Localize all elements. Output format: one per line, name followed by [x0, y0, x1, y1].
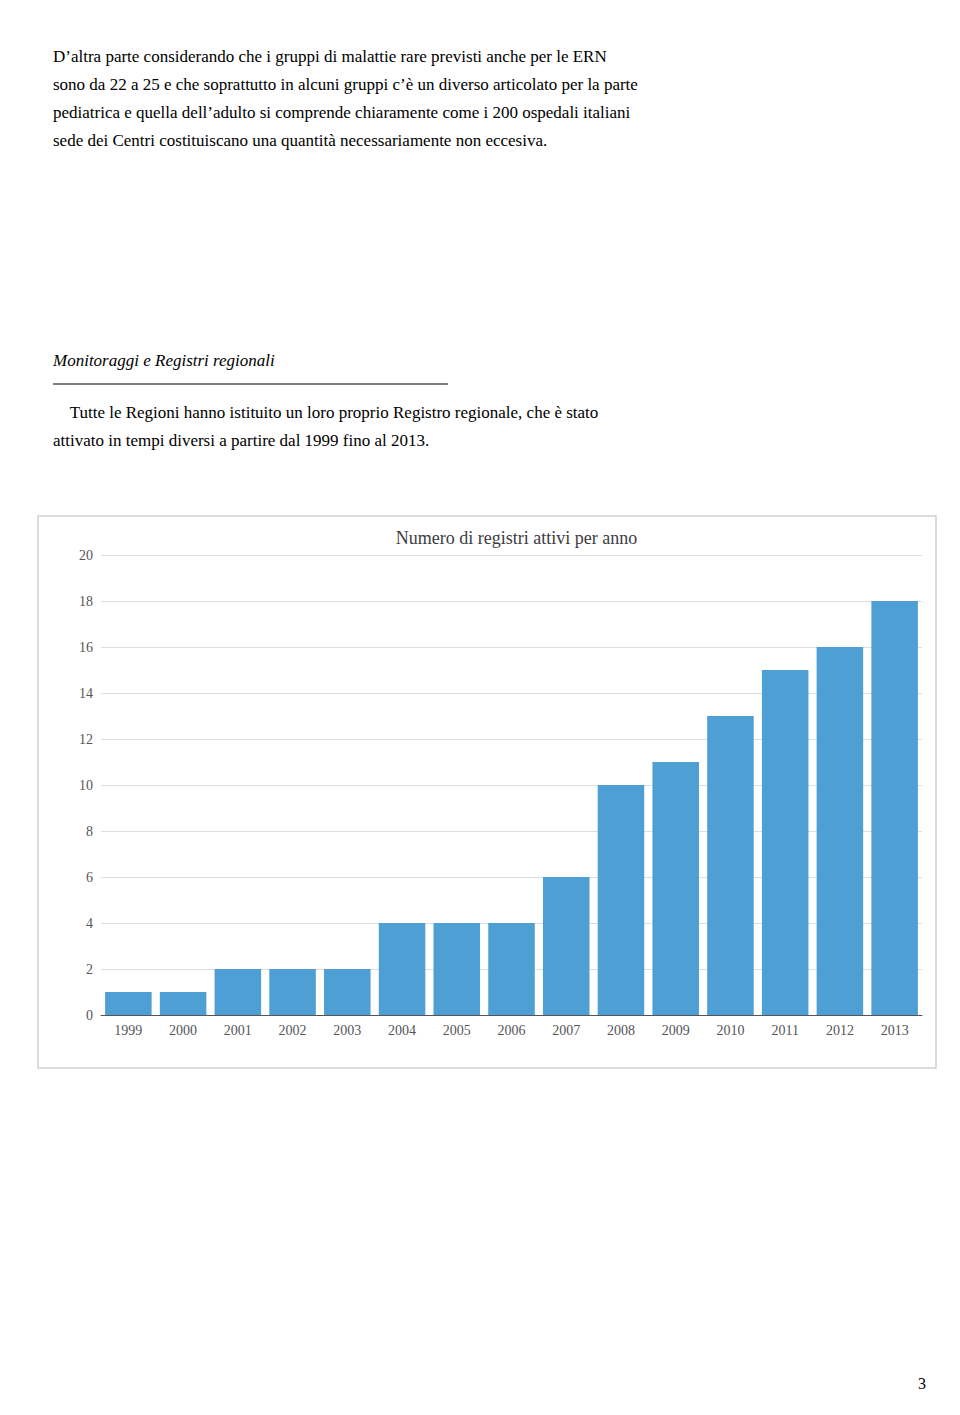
- svg-text:2007: 2007: [552, 1023, 580, 1038]
- svg-text:2013: 2013: [881, 1023, 909, 1038]
- svg-text:2002: 2002: [279, 1023, 307, 1038]
- svg-text:2006: 2006: [498, 1023, 526, 1038]
- svg-text:2: 2: [86, 962, 93, 977]
- svg-text:8: 8: [86, 824, 93, 839]
- svg-text:1999: 1999: [114, 1023, 142, 1038]
- svg-text:2004: 2004: [388, 1023, 416, 1038]
- svg-text:14: 14: [79, 686, 93, 701]
- svg-text:sede dei Centri costituiscano: sede dei Centri costituiscano una quanti…: [53, 131, 547, 150]
- svg-text:2001: 2001: [224, 1023, 252, 1038]
- svg-text:12: 12: [79, 732, 93, 747]
- svg-text:2012: 2012: [826, 1023, 854, 1038]
- svg-text:Numero di registri attivi per: Numero di registri attivi per anno: [396, 528, 637, 548]
- svg-text:2010: 2010: [716, 1023, 744, 1038]
- svg-text:3: 3: [918, 1375, 926, 1392]
- svg-text:Monitoraggi e Registri regiona: Monitoraggi e Registri regionali: [52, 351, 275, 370]
- svg-text:16: 16: [79, 640, 93, 655]
- svg-text:2000: 2000: [169, 1023, 197, 1038]
- svg-text:D’altra parte considerando che: D’altra parte considerando che i gruppi …: [53, 47, 607, 66]
- svg-text:sono da 22 a 25 e che soprattu: sono da 22 a 25 e che soprattutto in alc…: [53, 75, 638, 94]
- svg-text:20: 20: [79, 548, 93, 563]
- svg-text:2008: 2008: [607, 1023, 635, 1038]
- svg-text:attivato in tempi diversi a pa: attivato in tempi diversi a partire dal …: [53, 431, 429, 450]
- svg-text:6: 6: [86, 870, 93, 885]
- svg-text:4: 4: [86, 916, 93, 931]
- svg-text:2009: 2009: [662, 1023, 690, 1038]
- svg-text:18: 18: [79, 594, 93, 609]
- svg-text:pediatrica e quella dell’adult: pediatrica e quella dell’adulto si compr…: [53, 103, 631, 122]
- svg-text:0: 0: [86, 1008, 93, 1023]
- svg-text:10: 10: [79, 778, 93, 793]
- svg-text:2011: 2011: [771, 1023, 798, 1038]
- svg-text:2003: 2003: [333, 1023, 361, 1038]
- svg-text:2005: 2005: [443, 1023, 471, 1038]
- svg-text:Tutte le Regioni hanno istitui: Tutte le Regioni hanno istituito un loro…: [53, 403, 598, 422]
